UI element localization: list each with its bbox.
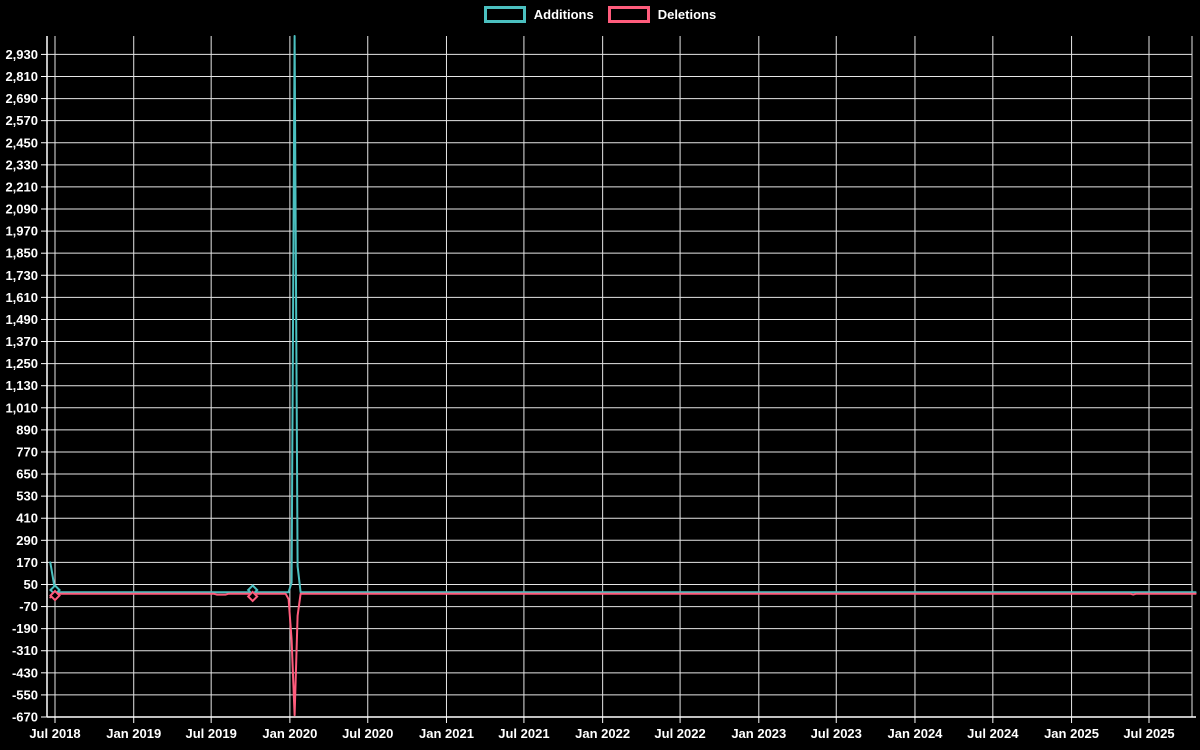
x-tick-label: Jul 2025 xyxy=(1123,726,1174,741)
x-tick-label: Jul 2024 xyxy=(967,726,1019,741)
series-line-deletions xyxy=(49,592,1197,717)
y-tick-label: -70 xyxy=(19,599,38,614)
y-tick-label: 170 xyxy=(16,555,38,570)
y-tick-label: 650 xyxy=(16,467,38,482)
x-tick-label: Jul 2019 xyxy=(185,726,236,741)
x-tick-label: Jan 2020 xyxy=(262,726,317,741)
y-tick-label: -190 xyxy=(12,621,38,636)
x-tick-label: Jul 2018 xyxy=(29,726,80,741)
y-tick-label: -430 xyxy=(12,665,38,680)
y-tick-label: 1,010 xyxy=(5,400,38,415)
y-tick-label: 1,610 xyxy=(5,290,38,305)
y-tick-label: 1,490 xyxy=(5,312,38,327)
x-tick-label: Jan 2019 xyxy=(106,726,161,741)
y-tick-label: 1,370 xyxy=(5,334,38,349)
series-line-additions xyxy=(49,35,1197,594)
y-tick-label: -310 xyxy=(12,643,38,658)
y-tick-label: 1,850 xyxy=(5,246,38,261)
y-tick-label: 2,810 xyxy=(5,69,38,84)
x-tick-label: Jan 2021 xyxy=(419,726,474,741)
y-tick-label: 50 xyxy=(24,577,38,592)
legend-label-deletions: Deletions xyxy=(657,7,717,22)
x-tick-label: Jul 2022 xyxy=(654,726,705,741)
point-marker-deletions xyxy=(246,590,259,603)
y-tick-label: 770 xyxy=(16,444,38,459)
y-tick-label: 530 xyxy=(16,489,38,504)
y-tick-label: 2,090 xyxy=(5,202,38,217)
x-tick-label: Jan 2023 xyxy=(731,726,786,741)
y-tick-label: 2,330 xyxy=(5,157,38,172)
chart-legend: Additions Deletions xyxy=(0,6,1200,23)
y-tick-label: 1,130 xyxy=(5,378,38,393)
y-tick-label: 410 xyxy=(16,511,38,526)
y-tick-label: 290 xyxy=(16,533,38,548)
x-tick-label: Jan 2022 xyxy=(575,726,630,741)
x-tick-label: Jul 2023 xyxy=(811,726,862,741)
legend-label-additions: Additions xyxy=(533,7,594,22)
y-tick-label: 2,930 xyxy=(5,47,38,62)
y-tick-label: 1,250 xyxy=(5,356,38,371)
point-marker-deletions xyxy=(49,589,61,602)
y-tick-label: -550 xyxy=(12,687,38,702)
y-tick-label: 2,210 xyxy=(5,179,38,194)
x-tick-label: Jul 2021 xyxy=(498,726,549,741)
legend-item-additions[interactable]: Additions xyxy=(483,6,594,23)
x-tick-label: Jul 2020 xyxy=(342,726,393,741)
y-tick-label: -670 xyxy=(12,710,38,725)
legend-item-deletions[interactable]: Deletions xyxy=(607,6,717,23)
y-tick-label: 1,970 xyxy=(5,224,38,239)
y-tick-label: 2,450 xyxy=(5,135,38,150)
x-tick-label: Jan 2024 xyxy=(887,726,943,741)
y-tick-label: 1,730 xyxy=(5,268,38,283)
x-tick-label: Jan 2025 xyxy=(1044,726,1099,741)
deletions-swatch-icon xyxy=(607,6,650,23)
y-tick-label: 890 xyxy=(16,422,38,437)
additions-swatch-icon xyxy=(483,6,526,23)
y-tick-label: 2,570 xyxy=(5,113,38,128)
y-tick-label: 2,690 xyxy=(5,91,38,106)
